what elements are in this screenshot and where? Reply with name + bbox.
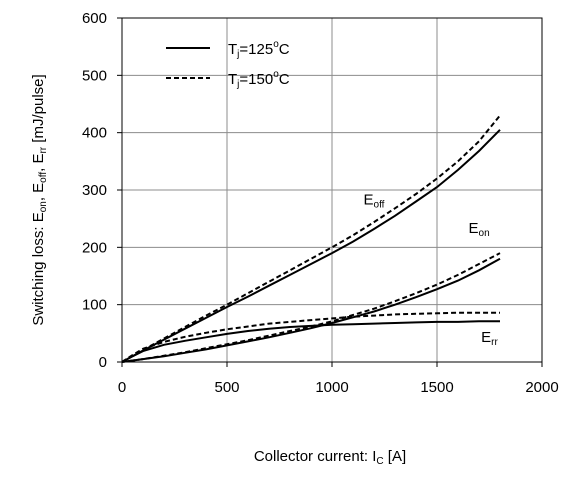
series-lines	[121, 114, 501, 363]
x-axis-label-sub: C	[376, 456, 383, 467]
x-axis-label-unit: [A]	[384, 448, 407, 465]
series-line-eon-150	[121, 252, 501, 363]
annotation-eon: Eon	[469, 220, 490, 239]
annotation-err: Err	[481, 329, 498, 348]
y-axis-label: Switching loss: Eon, Eoff, Err [mJ/pulse…	[30, 74, 49, 325]
y-tick-label: 100	[82, 297, 107, 314]
x-tick-label: 2000	[525, 379, 558, 396]
y-tick-label: 500	[82, 67, 107, 84]
x-axis-label-main: Collector current: I	[254, 448, 377, 465]
curve-annotations: Eoff Eon Err	[364, 191, 499, 348]
series-line-err-150	[121, 311, 500, 363]
series-line-eoff-150	[121, 114, 501, 363]
x-tick-label: 0	[118, 379, 126, 396]
x-tick-label: 1000	[315, 379, 348, 396]
legend-label: Tj=150oC	[228, 69, 290, 90]
series-line-err-125	[121, 320, 500, 363]
grid-lines	[122, 18, 542, 362]
legend-label: Tj=125oC	[228, 39, 290, 60]
annotation-eoff: Eoff	[364, 191, 385, 210]
series-line-eoff-125	[121, 129, 501, 363]
legend: Tj=125oC Tj=150oC	[166, 39, 290, 90]
y-tick-label: 200	[82, 239, 107, 256]
y-tick-label: 600	[82, 10, 107, 27]
x-tick-label: 500	[214, 379, 239, 396]
series-line-eon-125	[121, 257, 501, 363]
y-tick-label: 400	[82, 125, 107, 142]
axis-ticks: 0 500 1000 1500 2000 0 100 200 300 400 500 600	[82, 10, 559, 396]
x-axis-label: Collector current: IC [A]	[254, 448, 406, 467]
y-tick-label: 0	[99, 354, 107, 371]
x-tick-label: 1500	[420, 379, 453, 396]
y-tick-label: 300	[82, 182, 107, 199]
